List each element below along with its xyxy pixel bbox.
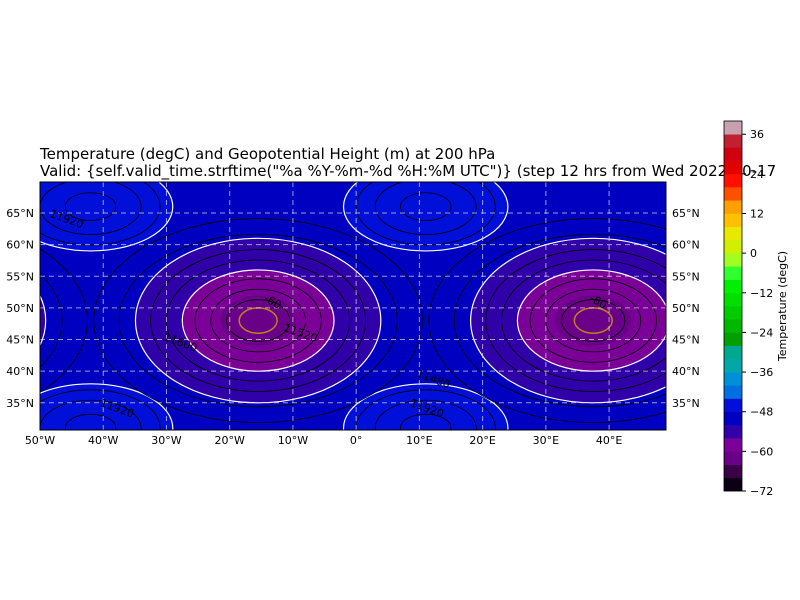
colorbar-bin <box>724 372 742 386</box>
colorbar-tick-label: −24 <box>750 326 773 339</box>
height-contour <box>40 389 161 430</box>
colorbar-tick-label: −60 <box>750 445 773 458</box>
colorbar-tick-label: −72 <box>750 485 773 498</box>
chart-subtitle: Valid: {self.valid_time.strftime("%a %Y-… <box>40 162 776 181</box>
colorbar-bin <box>724 213 742 228</box>
y-tick-label-right: 60°N <box>672 239 700 252</box>
colorbar-bin <box>724 226 742 241</box>
y-tick-label-right: 45°N <box>672 334 700 347</box>
y-tick-label-right: 50°N <box>672 302 700 315</box>
x-tick-label: 20°W <box>215 434 245 447</box>
colorbar-tick-label: 0 <box>750 247 757 260</box>
x-tick-label: 40°W <box>88 434 118 447</box>
height-contour <box>400 192 452 221</box>
colorbar-bin <box>724 173 742 188</box>
colorbar-bin <box>724 121 742 135</box>
warm-core <box>220 295 297 346</box>
height-contour <box>355 182 496 246</box>
x-tick-label: 30°W <box>151 434 181 447</box>
colorbar-tick-label: 24 <box>750 168 764 181</box>
colorbar-bin <box>724 345 742 360</box>
cold-region <box>342 383 509 430</box>
colorbar-bin <box>724 319 742 333</box>
colorbar-tick-label: 36 <box>750 128 764 141</box>
colorbar-bin <box>724 451 742 465</box>
colorbar-bin <box>724 292 742 307</box>
cold-region <box>40 383 174 430</box>
y-tick-label: 40°N <box>6 365 34 378</box>
colorbar-bin <box>724 385 742 399</box>
colorbar-bin <box>724 306 742 320</box>
colorbar-tick-label: −12 <box>750 287 773 300</box>
y-tick-label: 50°N <box>6 302 34 315</box>
colorbar-bin <box>724 253 742 267</box>
height-contour <box>118 233 398 408</box>
height-contour <box>561 299 626 342</box>
y-tick-label-right: 65°N <box>672 207 700 220</box>
y-tick-label: 60°N <box>6 239 34 252</box>
colorbar-bin <box>724 398 742 413</box>
y-tick-label-right: 35°N <box>672 397 700 410</box>
height-contour <box>40 248 88 393</box>
chart-title: Temperature (degC) and Geopotential Heig… <box>39 145 495 163</box>
height-contour <box>210 288 306 353</box>
height-contour <box>501 259 666 382</box>
colorbar-bin <box>724 332 742 346</box>
height-contour <box>374 399 477 430</box>
colorbar-bin <box>724 477 742 492</box>
height-contour <box>453 233 666 408</box>
x-tick-label: 0° <box>350 434 363 447</box>
colorbar-bin <box>724 239 742 254</box>
colorbar-tick-label: −36 <box>750 366 773 379</box>
y-tick-label: 45°N <box>6 334 34 347</box>
colorbar-bin <box>724 279 742 294</box>
x-tick-label: 50°W <box>25 434 55 447</box>
colorbar-bin <box>724 358 742 373</box>
cold-region <box>342 182 509 252</box>
height-contour <box>150 249 367 392</box>
y-tick-label: 55°N <box>6 270 34 283</box>
height-contour <box>194 278 322 363</box>
height-contour <box>93 218 423 423</box>
height-contour <box>529 278 657 363</box>
colorbar-bin <box>724 438 742 452</box>
colorbar-tick-label: 12 <box>750 208 764 221</box>
y-tick-label-right: 55°N <box>672 270 700 283</box>
colorbar-bin <box>724 266 742 280</box>
map-frame <box>39 181 667 431</box>
y-tick-label-right: 40°N <box>672 365 700 378</box>
height-contour <box>428 218 666 423</box>
y-tick-label: 65°N <box>6 207 34 220</box>
height-contour <box>400 413 452 430</box>
height-contour <box>226 299 291 342</box>
x-tick-label: 10°E <box>406 434 432 447</box>
y-tick-label: 35°N <box>6 397 34 410</box>
colorbar-bin <box>724 147 742 161</box>
colorbar-tick-label: −48 <box>750 406 773 419</box>
height-contour <box>374 182 477 235</box>
colorbar: 36 24 12 0 −12 −24 −36 −48 −60 −72 Temperature (de… <box>723 120 789 498</box>
height-contour <box>64 413 117 430</box>
height-contour <box>691 390 800 467</box>
map-area <box>40 182 800 467</box>
height-contour <box>40 273 63 368</box>
colorbar-bin <box>724 187 742 201</box>
colorbar-bin <box>724 200 742 214</box>
colorbar-label: Temperature (degC) <box>776 251 789 362</box>
colorbar-bin <box>724 160 742 175</box>
x-tick-label: 20°E <box>469 434 495 447</box>
height-contour <box>40 182 161 246</box>
x-tick-label: 30°E <box>533 434 559 447</box>
height-contour <box>64 192 117 221</box>
colorbar-bin <box>724 424 742 439</box>
colorbar-bin <box>724 134 742 148</box>
x-tick-label: 40°E <box>596 434 622 447</box>
colorbar-frame <box>723 120 743 492</box>
x-tick-label: 10°W <box>278 434 308 447</box>
colorbar-bin <box>724 464 742 479</box>
colorbar-bin <box>724 411 742 426</box>
height-contour <box>485 249 666 392</box>
